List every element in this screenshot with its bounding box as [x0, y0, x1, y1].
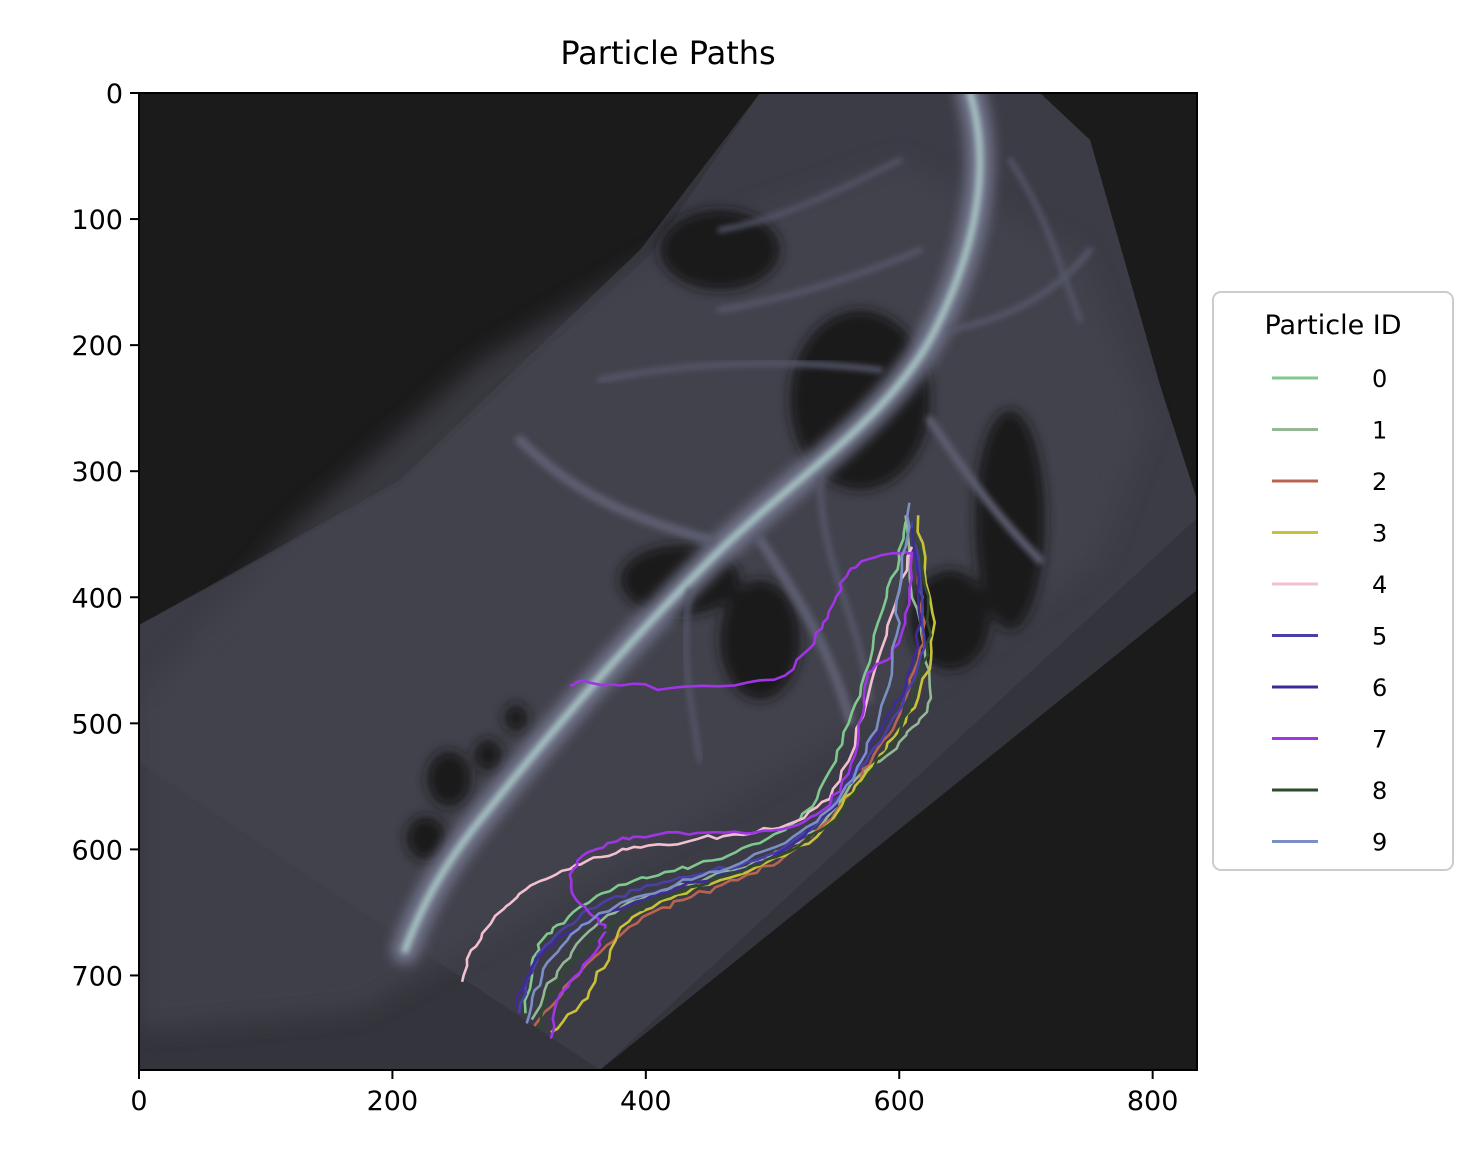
legend-label-8: 8 — [1372, 777, 1387, 805]
series-line-7 — [549, 550, 914, 1039]
legend-items: 0 1 2 3 4 5 6 7 8 9 — [1272, 365, 1387, 857]
legend-title: Particle ID — [1264, 310, 1401, 341]
y-tick-label: 600 — [71, 835, 123, 866]
x-tick-label: 0 — [130, 1086, 147, 1117]
y-tick-label: 700 — [71, 961, 123, 992]
chart-title: Particle Paths — [560, 34, 775, 72]
series-line-6 — [515, 527, 922, 1007]
legend-label-6: 6 — [1372, 674, 1387, 702]
series-line-1 — [530, 515, 933, 1021]
plot-area — [138, 92, 1198, 1071]
legend-label-7: 7 — [1372, 726, 1387, 754]
x-tick-label: 800 — [1127, 1086, 1179, 1117]
y-tick-label: 500 — [71, 709, 123, 740]
legend-label-2: 2 — [1372, 468, 1387, 496]
y-tick-label: 0 — [106, 79, 123, 110]
x-tick-label: 600 — [873, 1086, 925, 1117]
series-line-9 — [525, 502, 911, 1024]
legend-label-5: 5 — [1372, 623, 1387, 651]
legend-box — [1212, 291, 1454, 871]
y-tick-label: 400 — [71, 583, 123, 614]
axes-frame — [138, 92, 1198, 1071]
terrain-channels — [391, 93, 1093, 964]
series-line-5 — [517, 521, 926, 1014]
y-tick-label: 100 — [71, 205, 123, 236]
y-axis: 0 100 200 300 400 500 600 700 — [71, 79, 139, 992]
terrain-image — [139, 93, 1197, 1070]
series-line-0 — [523, 521, 907, 1014]
particle-paths — [460, 502, 936, 1039]
legend-label-0: 0 — [1372, 365, 1387, 393]
x-tick-label: 200 — [367, 1086, 419, 1117]
legend: Particle ID 0 1 2 3 4 5 6 7 8 9 — [1212, 291, 1454, 871]
legend-label-1: 1 — [1372, 417, 1387, 445]
legend-label-4: 4 — [1372, 571, 1387, 599]
y-tick-label: 300 — [71, 457, 123, 488]
x-tick-label: 400 — [620, 1086, 672, 1117]
legend-label-9: 9 — [1372, 829, 1387, 857]
legend-label-3: 3 — [1372, 520, 1387, 548]
y-tick-label: 200 — [71, 331, 123, 362]
x-axis: 0 200 400 600 800 — [130, 1070, 1178, 1117]
series-line-8 — [536, 521, 933, 1030]
